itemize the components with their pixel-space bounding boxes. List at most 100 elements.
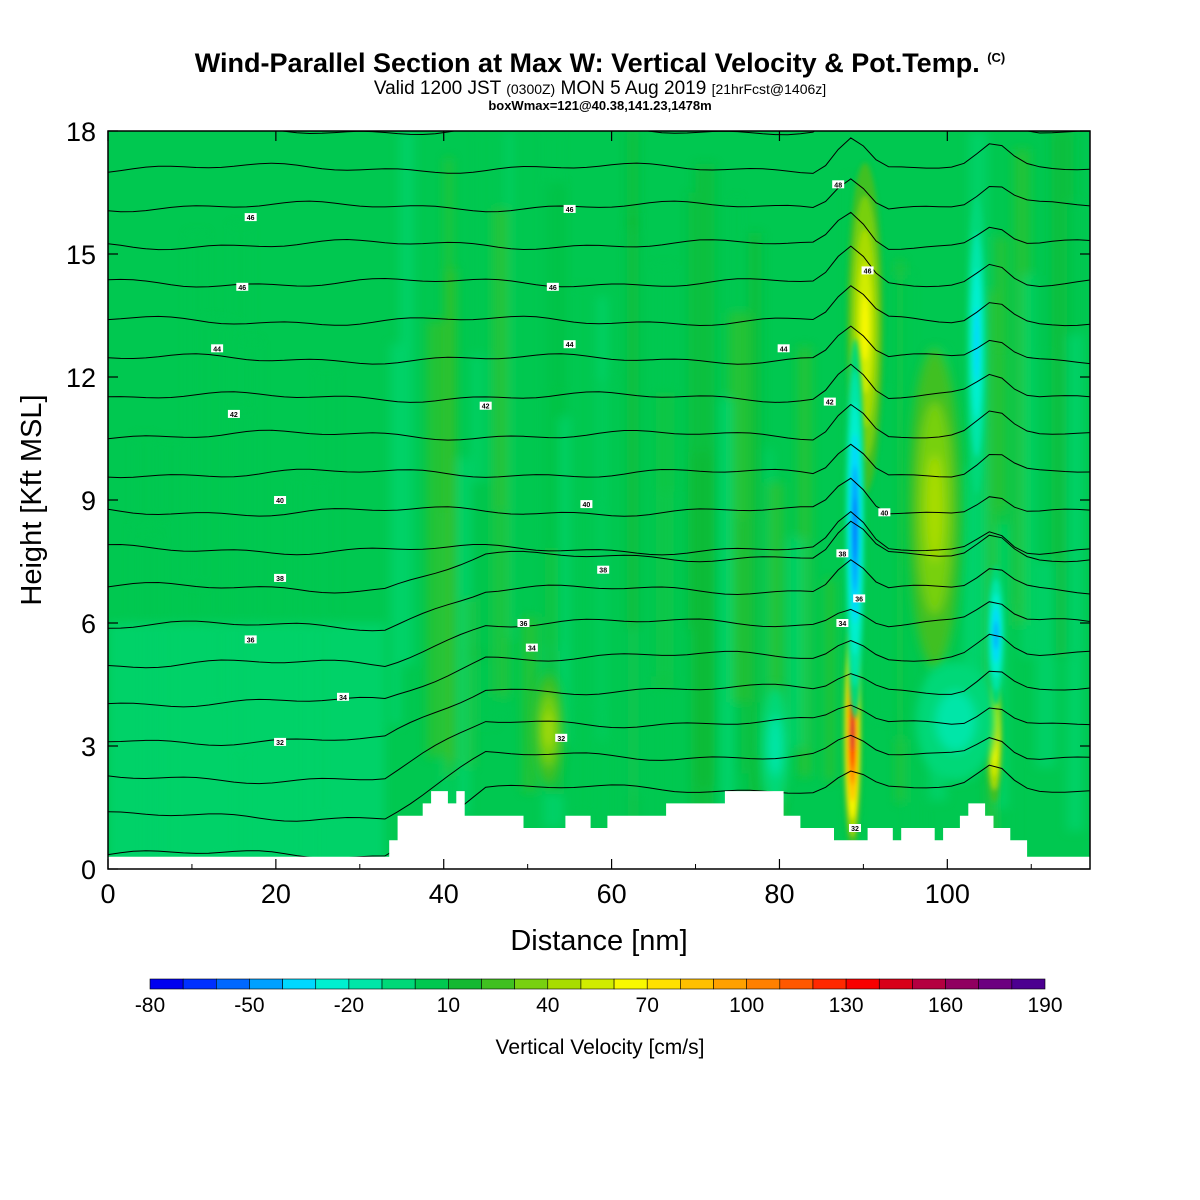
field-band	[389, 343, 402, 725]
y-tick-label: 15	[66, 240, 96, 270]
field-band	[788, 538, 806, 749]
field-band	[426, 320, 446, 757]
contour-label-bg	[836, 549, 849, 558]
field-band	[598, 379, 615, 854]
x-tick-label: 100	[925, 879, 970, 909]
updraft-core-4	[908, 348, 961, 669]
colorbar-swatch	[182, 978, 217, 990]
colorbar-swatch	[381, 978, 416, 990]
colorbar-tick-label: 100	[729, 994, 764, 1017]
colorbar-swatch	[878, 978, 913, 990]
plot-clip-group: 46 46 44 42 40 38 36 34 32 46 46 44 42 40 38 36 34 32 48 46…	[108, 131, 1090, 869]
contour-label-bg	[274, 573, 287, 582]
theta-contour-36	[108, 559, 1090, 632]
contour-label: 40	[580, 500, 593, 509]
colorbar-tick-label: 130	[829, 994, 864, 1017]
field-band-low-left	[108, 623, 385, 869]
contour-label-text: 38	[599, 568, 607, 575]
field-band	[498, 509, 504, 716]
downdraft-core-1-level	[853, 497, 857, 561]
contour-label-text: 44	[213, 346, 221, 353]
contour-label-bg	[853, 594, 866, 603]
theta-contour-48	[108, 137, 1090, 174]
field-band	[457, 458, 470, 815]
contour-label-text: 46	[238, 285, 246, 292]
downdraft-core-4	[761, 686, 790, 806]
colorbar-swatch	[414, 978, 449, 990]
contour-label-text: 32	[276, 740, 284, 747]
contour-label: 36	[853, 594, 866, 603]
contour-label-text: 42	[826, 400, 834, 407]
colorbar-swatch	[779, 978, 814, 990]
field-band	[445, 268, 457, 763]
contour-label-bg	[580, 500, 593, 509]
theta-contour-30	[108, 764, 1090, 859]
updraft-core-4-level	[926, 454, 944, 562]
contour-label-text: 36	[855, 596, 863, 603]
colorbar-tick-label: 190	[1027, 994, 1062, 1017]
contour-label: 32	[848, 824, 861, 833]
title-block: Wind-Parallel Section at Max W: Vertical…	[0, 42, 1200, 113]
theta-contour-40	[108, 443, 1090, 479]
theta-contour-47	[108, 178, 1090, 213]
colorbar-swatch	[978, 978, 1013, 990]
contour-label-bg	[337, 692, 350, 701]
y-tick-label: 6	[81, 609, 96, 639]
valid-prefix: Valid 1200 JST	[373, 78, 501, 99]
contour-label-text: 36	[520, 621, 528, 628]
colorbar-swatch	[1011, 978, 1046, 990]
contour-label-bg	[563, 340, 576, 349]
contour-label-text: 38	[839, 551, 847, 558]
x-tick-label: 40	[429, 879, 459, 909]
contour-label: 44	[211, 344, 224, 353]
contour-label-text: 44	[566, 342, 574, 349]
cores	[534, 162, 1005, 854]
y-tick-label: 18	[66, 117, 96, 147]
colorbar-swatch	[215, 978, 250, 990]
contour-label: 44	[563, 340, 576, 349]
contour-label-bg	[777, 344, 790, 353]
theta-contours	[108, 131, 1090, 859]
field-band	[756, 514, 763, 756]
field-band	[399, 131, 415, 665]
field-band	[188, 233, 207, 587]
contour-label: 32	[274, 737, 287, 747]
updraft-core-5-level	[543, 711, 554, 748]
theta-contour-33	[108, 670, 1090, 747]
contour-label-bg	[517, 619, 530, 627]
contour-label-text: 46	[864, 268, 872, 275]
theta-contour-37	[108, 520, 1090, 594]
contour-label-bg	[861, 266, 874, 275]
colorbar: -80 -50 -20 10 40 70 100 130 160 190	[135, 978, 1063, 1017]
plot-area: 46 46 44 42 40 38 36 34 32 46 46 44 42 40 38 36 34 32 48 46…	[108, 131, 1090, 869]
contour-label: 38	[274, 573, 287, 583]
theta-contour-35	[108, 601, 1090, 669]
field-band	[557, 416, 570, 744]
contour-labels: 46 46 44 42 40 38 36 34 32 46 46 44 42 40 38 36 34 32 48 46…	[211, 180, 891, 833]
x-axis-label: Distance [nm]	[510, 925, 687, 957]
theta-contour-34	[108, 633, 1090, 708]
x-tick-label: 80	[764, 879, 794, 909]
colorbar-tick-label: 160	[928, 994, 963, 1017]
x-tick-label: 0	[100, 879, 115, 909]
colorbar-swatch	[348, 978, 383, 990]
contour-label: 42	[227, 409, 240, 419]
contour-label: 36	[244, 635, 257, 644]
field-band	[543, 131, 560, 651]
contour-label-bg	[823, 397, 836, 406]
contour-label-text: 46	[247, 215, 255, 222]
updraft-core-2-level	[861, 294, 869, 361]
colorbar-swatch	[945, 978, 980, 990]
field-band	[1042, 353, 1054, 762]
colorbar-tick-label: -80	[135, 994, 165, 1017]
field-band	[720, 399, 734, 869]
contour-label-text: 34	[528, 646, 536, 653]
colorbar-tick-label: 10	[437, 994, 460, 1017]
colorbar-swatch	[249, 978, 283, 990]
colorbar-swatch	[547, 978, 582, 990]
colorbar-swatch	[282, 978, 317, 990]
colorbar-swatch	[845, 978, 880, 990]
theta-contour-31	[108, 734, 1090, 822]
